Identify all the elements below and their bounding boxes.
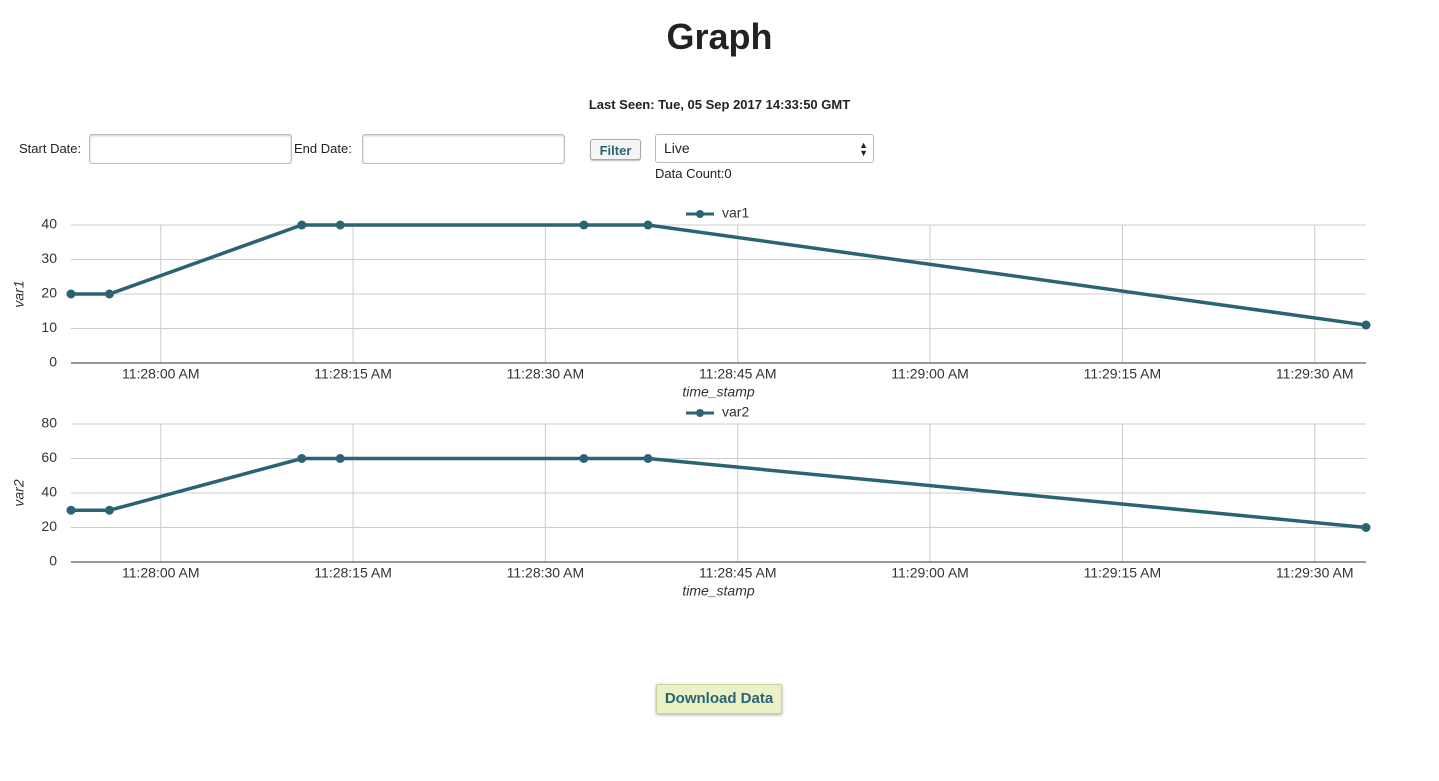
y-axis-title: var2 [11, 479, 27, 506]
x-tick-label: 11:29:30 AM [1276, 565, 1354, 581]
x-axis-title: time_stamp [682, 384, 755, 400]
x-tick-label: 11:29:00 AM [891, 565, 969, 581]
point [643, 454, 653, 463]
data-count: Data Count:0 [655, 166, 732, 181]
legend-marker [696, 409, 704, 417]
x-tick-label: 11:29:15 AM [1084, 366, 1162, 382]
select-arrows: ▲ ▼ [859, 140, 868, 158]
x-tick-label: 11:28:45 AM [699, 366, 777, 382]
x-axis-title: time_stamp [682, 583, 755, 599]
point [335, 220, 345, 230]
y-tick-label: 10 [41, 319, 57, 335]
y-tick-label: 60 [41, 449, 57, 465]
point [104, 505, 114, 515]
end-date-input[interactable] [362, 134, 565, 164]
y-tick-label: 20 [41, 518, 57, 534]
x-tick-label: 11:28:00 AM [122, 366, 200, 382]
y-tick-label: 40 [41, 484, 57, 500]
point [1361, 523, 1371, 532]
x-tick-label: 11:28:30 AM [507, 565, 585, 581]
legend-label: var1 [722, 205, 749, 221]
point [66, 289, 76, 299]
x-tick-label: 11:28:15 AM [314, 366, 392, 382]
point [335, 454, 345, 463]
x-tick-label: 11:29:00 AM [891, 366, 969, 382]
start-date-input[interactable] [89, 134, 292, 164]
point [297, 454, 307, 463]
legend-marker [696, 210, 704, 218]
point [579, 454, 589, 463]
x-tick-label: 11:29:30 AM [1276, 366, 1354, 382]
select-value: Live [664, 140, 690, 156]
y-tick-label: 40 [41, 216, 57, 232]
x-tick-label: 11:28:45 AM [699, 565, 777, 581]
x-tick-label: 11:28:00 AM [122, 565, 200, 581]
x-tick-label: 11:28:30 AM [507, 366, 585, 382]
point [104, 289, 114, 299]
download-button[interactable]: Download Data [656, 684, 782, 714]
legend-label: var2 [722, 404, 749, 420]
y-tick-label: 0 [49, 354, 57, 370]
start-label: Start Date: [19, 141, 82, 156]
y-tick-label: 30 [41, 250, 57, 266]
x-tick-label: 11:28:15 AM [314, 565, 392, 581]
mode-select[interactable]: Live ▲ ▼ [655, 134, 874, 163]
page-title: Graph [666, 16, 773, 57]
end-label: End Date: [294, 141, 352, 156]
charts: 0 10 20 30 40 11:28:00 AM 11:28:15 AM 11:28:30 … [11, 205, 1371, 599]
filter-button[interactable]: Filter [590, 139, 641, 160]
last-seen: Last Seen: Tue, 05 Sep 2017 14:33:50 GMT [588, 97, 851, 112]
line [71, 223, 1367, 327]
point [297, 220, 307, 230]
y-axis-title: var1 [11, 280, 27, 307]
point [1361, 320, 1371, 330]
y-tick-label: 20 [41, 285, 57, 301]
point [643, 220, 653, 230]
x-tick-label: 11:29:15 AM [1084, 565, 1162, 581]
point [66, 505, 76, 515]
y-tick-label: 80 [41, 415, 57, 431]
y-tick-label: 0 [49, 553, 57, 569]
point [579, 220, 589, 230]
